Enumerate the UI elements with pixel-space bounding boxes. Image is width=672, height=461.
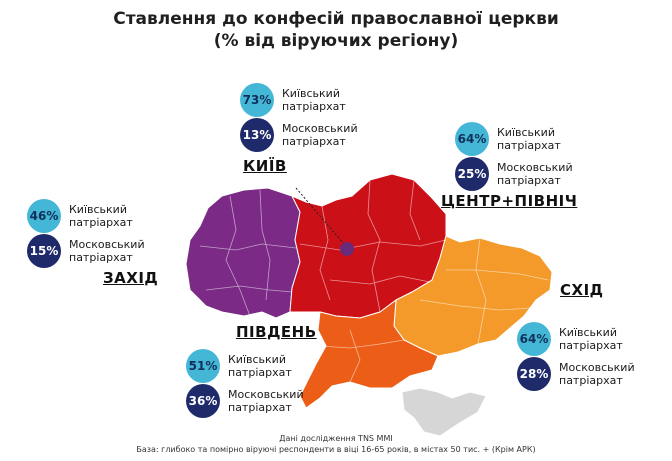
east-kp-value: 64% [517,322,551,356]
center-kp-label: Київський патріархат [497,126,561,152]
page-title: Ставлення до конфесій православної церкв… [0,8,672,52]
east-kp-label: Київський патріархат [559,326,623,352]
south-mp-value: 36% [186,384,220,418]
kyiv-kp-label: Київський патріархат [282,87,346,113]
map-region-east [393,235,553,357]
oblast-boundaries [199,179,549,383]
center-kp-stat: 64% Київський патріархат [455,122,561,156]
region-name-south: ПІВДЕНЬ [236,323,317,341]
center-mp-value: 25% [455,157,489,191]
region-name-west: ЗАХІД [103,269,159,287]
center-mp-label: Московський патріархат [497,161,573,187]
title-line-1: Ставлення до конфесій православної церкв… [113,9,559,29]
south-mp-stat: 36% Московський патріархат [186,384,304,418]
center-kp-value: 64% [455,122,489,156]
region-name-east: СХІД [560,281,604,299]
east-mp-label: Московський патріархат [559,361,635,387]
kyiv-kp-stat: 73% Київський патріархат [240,83,346,117]
kyiv-mp-value: 13% [240,118,274,152]
map-region-south [299,298,439,409]
footer-source: Дані дослідження TNS MMI [279,434,393,443]
west-kp-stat: 46% Київський патріархат [27,199,133,233]
south-kp-value: 51% [186,349,220,383]
west-mp-label: Московський патріархат [69,238,145,264]
footer-base: База: глибоко та помірно віруючі респонд… [136,445,536,454]
east-kp-stat: 64% Київський патріархат [517,322,623,356]
west-kp-label: Київський патріархат [69,203,133,229]
region-name-kyiv: КИЇВ [243,157,287,175]
east-mp-stat: 28% Московський патріархат [517,357,635,391]
south-mp-label: Московський патріархат [228,388,304,414]
south-kp-stat: 51% Київський патріархат [186,349,292,383]
map-region-crimea [401,387,487,437]
kyiv-kp-value: 73% [240,83,274,117]
center-mp-stat: 25% Московський патріархат [455,157,573,191]
south-kp-label: Київський патріархат [228,353,292,379]
kyiv-mp-label: Московський патріархат [282,122,358,148]
title-line-2: (% від віруючих регіону) [213,31,459,51]
west-mp-value: 15% [27,234,61,268]
west-kp-value: 46% [27,199,61,233]
west-mp-stat: 15% Московський патріархат [27,234,145,268]
east-mp-value: 28% [517,357,551,391]
kyiv-mp-stat: 13% Московський патріархат [240,118,358,152]
kyiv-leader-line [295,187,345,245]
region-name-center-north: ЦЕНТР+ПІВНІЧ [441,192,578,210]
kyiv-marker [340,242,354,256]
